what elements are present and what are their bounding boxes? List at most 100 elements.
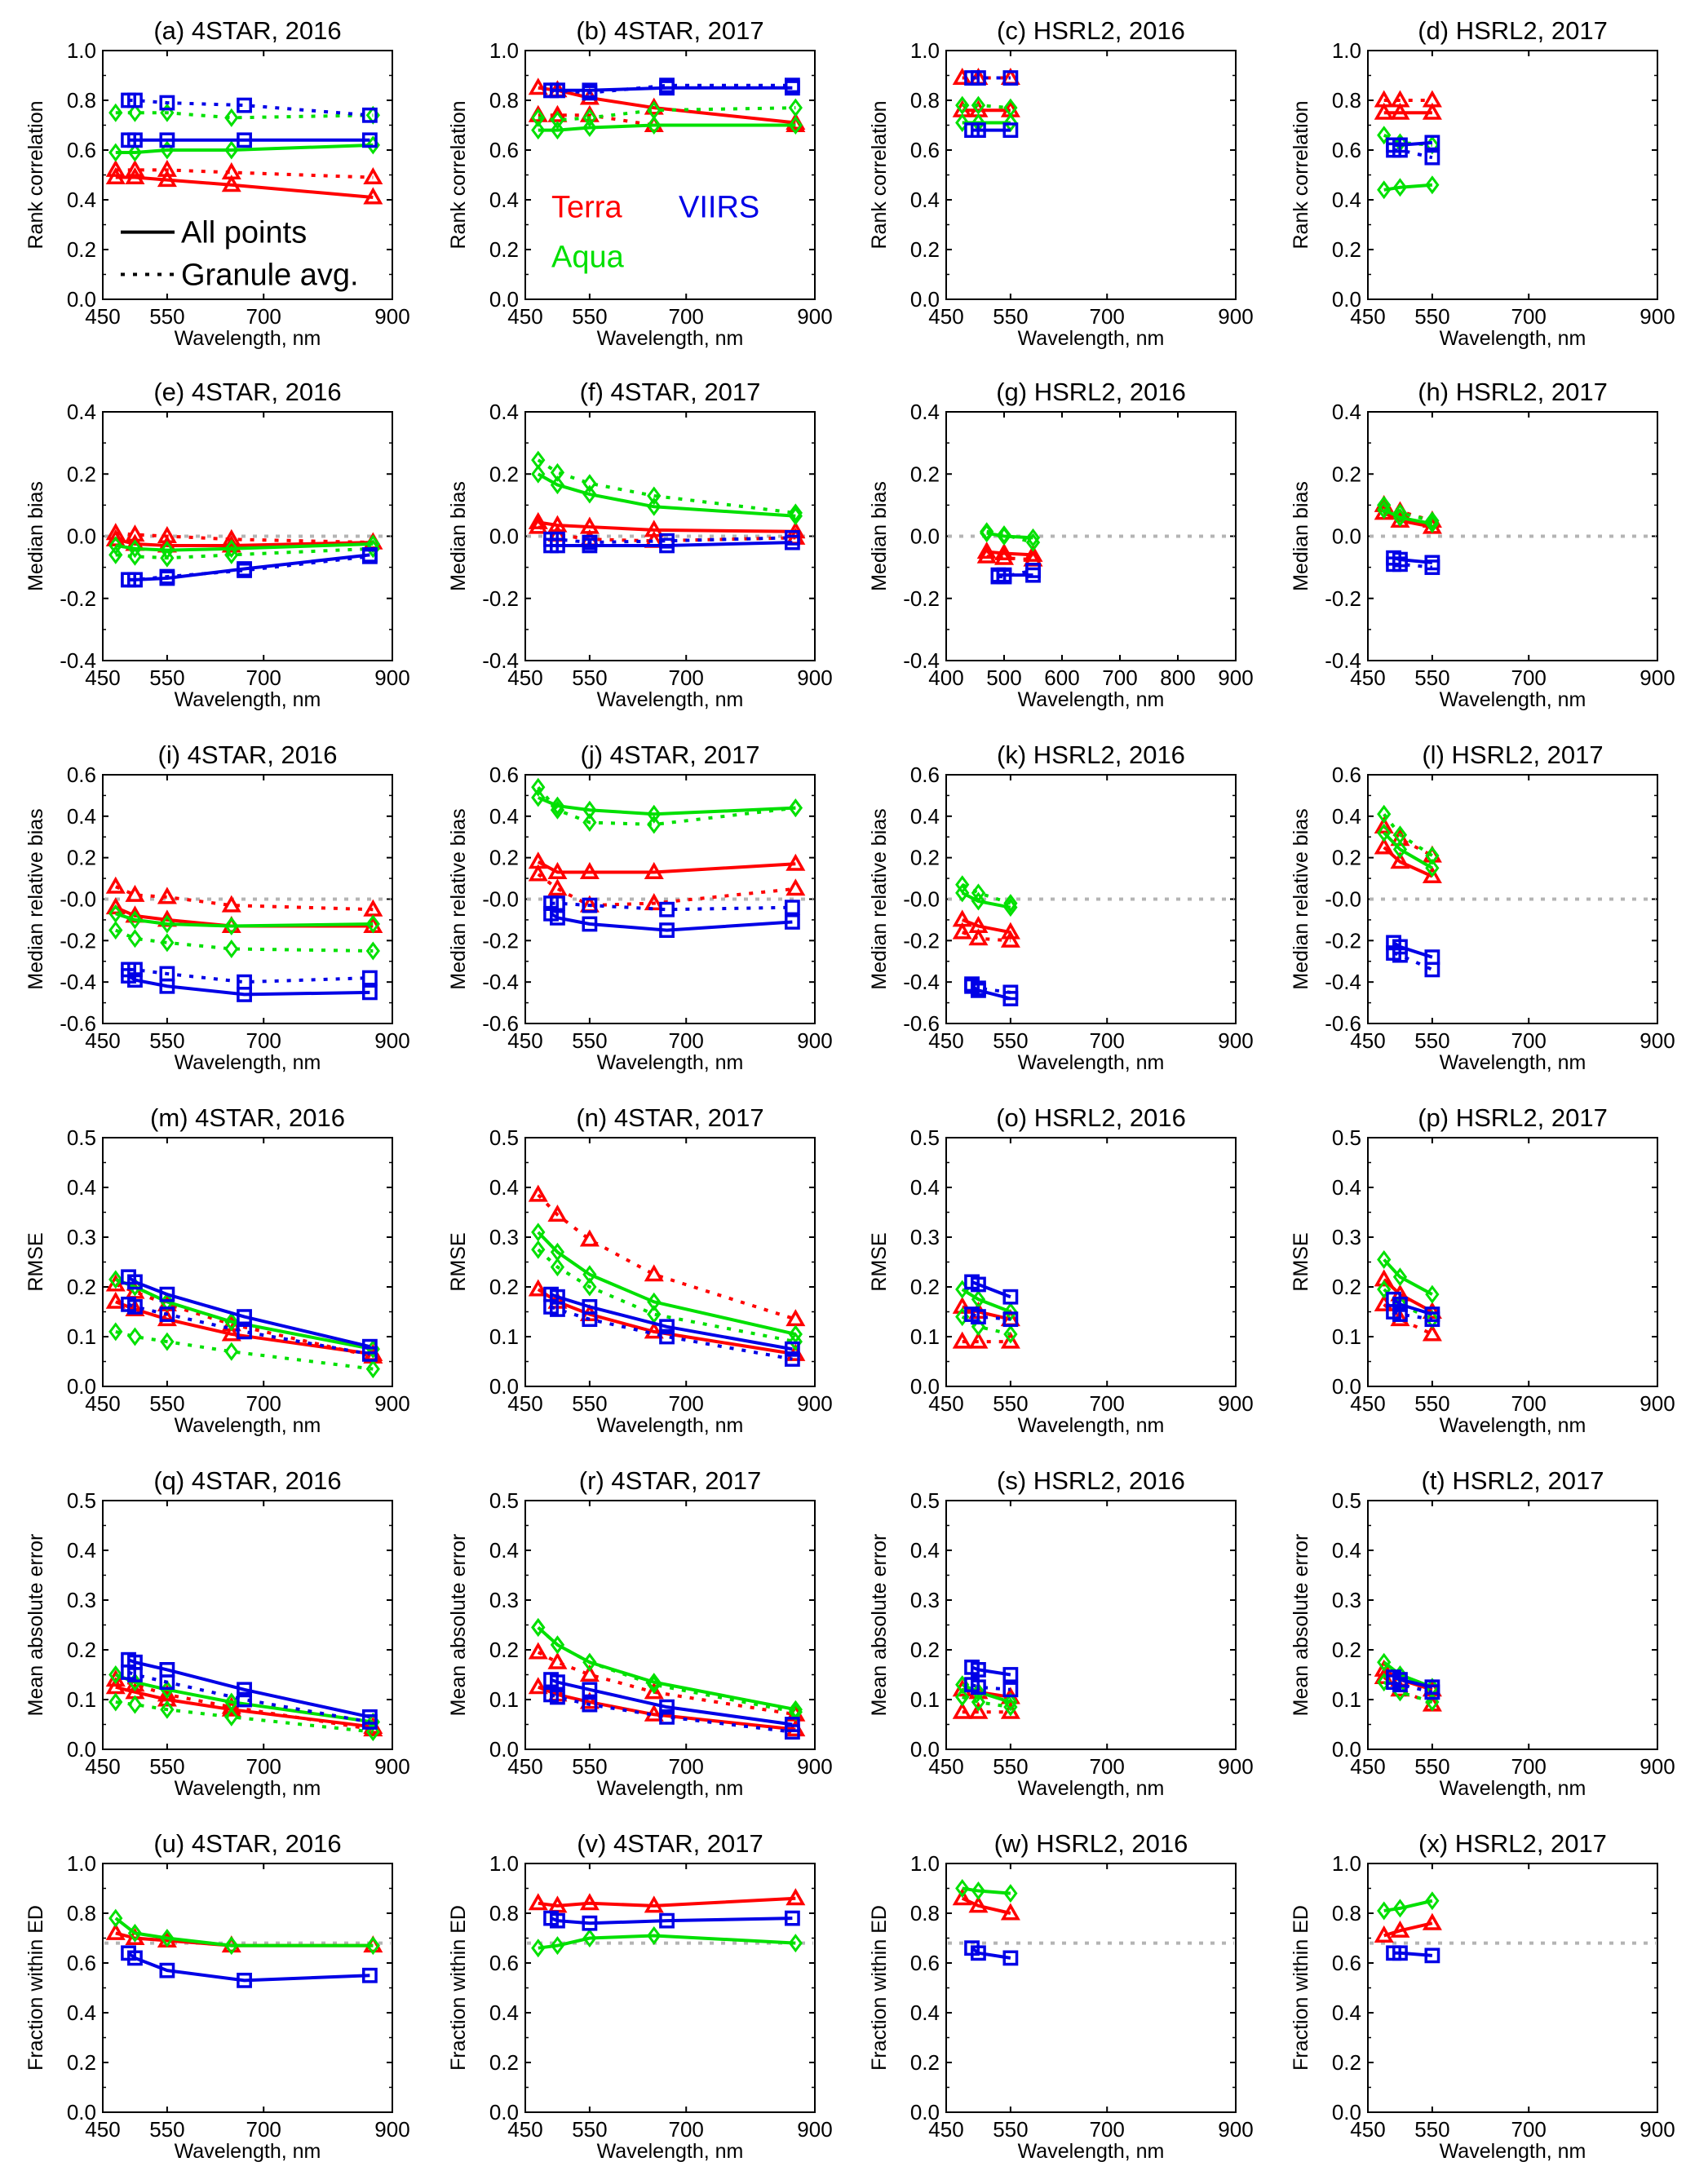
- data-point-diamond: [127, 539, 143, 559]
- y-tick-label: 0.2: [1332, 237, 1361, 262]
- series-viirs-solid: [121, 1945, 378, 1988]
- x-tick-label: 550: [572, 665, 607, 690]
- series-terra-dotted: [952, 1331, 1020, 1349]
- data-point-diamond: [1003, 894, 1018, 913]
- y-tick-label: 0.4: [67, 1538, 96, 1563]
- panel-title: (h) HSRL2, 2017: [1418, 378, 1608, 406]
- data-point-diamond: [127, 143, 143, 162]
- data-point-square: [159, 1674, 175, 1691]
- y-tick-label: 0.2: [489, 462, 519, 486]
- data-point-triangle: [221, 161, 241, 179]
- data-point-square: [361, 548, 378, 564]
- data-point-triangle: [105, 897, 126, 915]
- series-line: [550, 1305, 793, 1361]
- legend-label-viirs: VIIRS: [679, 190, 759, 224]
- x-tick-label: 900: [1218, 1028, 1253, 1053]
- series-terra-dotted: [528, 1184, 806, 1327]
- data-point-triangle: [528, 1893, 548, 1911]
- data-point-diamond: [1377, 823, 1392, 842]
- plot-frame: [1367, 1500, 1658, 1750]
- x-tick-label: 700: [669, 1754, 704, 1779]
- x-tick-label: 700: [246, 2117, 281, 2142]
- data-point-triangle: [363, 187, 383, 205]
- plot-frame: [1367, 774, 1658, 1024]
- y-tick-label: 0.6: [489, 763, 519, 787]
- y-tick-label: 0.2: [910, 462, 940, 486]
- panel-title: (s) HSRL2, 2016: [997, 1466, 1185, 1495]
- data-point-triangle: [1422, 1324, 1442, 1342]
- data-point-square: [1392, 947, 1408, 963]
- data-point-triangle: [644, 1264, 664, 1282]
- x-axis-label: Wavelength, nm: [1440, 1414, 1586, 1437]
- x-axis-label: Wavelength, nm: [597, 327, 744, 350]
- y-tick-label: -0.0: [903, 887, 940, 912]
- data-point-square: [237, 97, 252, 113]
- data-point-diamond: [582, 812, 597, 832]
- series-aqua-solid: [531, 1222, 803, 1344]
- panel-e: (e) 4STAR, 2016 450 550 700 900 -0.4 -0.2 0.0 0.…: [24, 378, 410, 711]
- y-tick-label: -0.4: [60, 648, 96, 673]
- y-tick-label: 0.4: [910, 804, 940, 829]
- series-viirs-dotted: [543, 530, 800, 550]
- data-point-diamond: [108, 1270, 123, 1289]
- data-point-square: [784, 1351, 800, 1367]
- series-aqua-dotted: [531, 777, 803, 834]
- data-point-diamond: [1392, 840, 1408, 859]
- series-line: [962, 1695, 1011, 1709]
- series-viirs-solid: [1386, 1945, 1440, 1964]
- series-line: [537, 1651, 796, 1717]
- data-point-square: [550, 1912, 565, 1929]
- y-tick-label: 0.0: [910, 1374, 940, 1399]
- y-tick-label: 0.6: [489, 138, 519, 162]
- data-point-triangle: [1374, 1269, 1394, 1287]
- data-point-diamond: [531, 121, 546, 140]
- series-line: [538, 113, 796, 127]
- x-tick-label: 450: [928, 304, 963, 329]
- y-tick-label: -0.4: [1325, 648, 1361, 673]
- x-tick-label: 700: [1090, 2117, 1125, 2142]
- y-tick-label: 0.1: [910, 1687, 940, 1712]
- series-terra-solid: [105, 1922, 383, 1953]
- data-point-triangle: [968, 1895, 989, 1913]
- series-viirs-solid: [964, 122, 1019, 138]
- plot-frame: [1367, 411, 1658, 661]
- data-point-diamond: [1003, 98, 1018, 117]
- series-terra-solid: [952, 1888, 1020, 1921]
- data-point-diamond: [647, 116, 662, 135]
- data-point-triangle: [1374, 816, 1394, 834]
- x-tick-label: 700: [1102, 665, 1137, 690]
- data-point-triangle: [528, 77, 548, 95]
- data-point-square: [659, 1912, 675, 1929]
- data-point-square: [582, 1915, 598, 1931]
- data-point-square: [1002, 70, 1019, 86]
- y-tick-label: 0.4: [489, 1538, 519, 1563]
- series-line: [1392, 1310, 1433, 1321]
- x-tick-label: 900: [374, 1028, 409, 1053]
- y-tick-label: 0.1: [489, 1687, 519, 1712]
- series-viirs-dotted: [121, 92, 378, 123]
- data-point-diamond: [531, 450, 546, 470]
- series-line: [550, 1917, 793, 1925]
- panel-i: (i) 4STAR, 2016 450 550 700 900 -0.6 -0.4 -0.2 -…: [24, 741, 410, 1074]
- panel-x: (x) HSRL2, 2017 450 550 700 900 0.0 0.2 0.4 0.6 0…: [1290, 1829, 1675, 2163]
- series-line: [537, 1193, 796, 1321]
- panel-title: (v) 4STAR, 2017: [577, 1829, 763, 1858]
- series-viirs-dotted: [1386, 556, 1440, 576]
- data-point-triangle: [528, 1184, 548, 1202]
- data-point-square: [1424, 1947, 1440, 1964]
- data-point-diamond: [1003, 1884, 1018, 1903]
- y-tick-label: -0.6: [60, 1011, 96, 1036]
- y-tick-label: 0.0: [1332, 2100, 1361, 2124]
- y-tick-label: 0.2: [1332, 2050, 1361, 2075]
- data-point-square: [1424, 135, 1440, 151]
- y-tick-label: 0.4: [67, 188, 96, 212]
- y-tick-label: 0.4: [910, 2001, 940, 2025]
- y-tick-label: 0.6: [67, 138, 96, 162]
- x-tick-label: 900: [374, 1754, 409, 1779]
- data-point-diamond: [108, 545, 123, 564]
- data-point-diamond: [582, 1265, 597, 1284]
- y-tick-label: 0.2: [67, 462, 96, 486]
- y-tick-label: 0.4: [67, 2001, 96, 2025]
- data-point-square: [159, 1286, 175, 1302]
- data-point-diamond: [550, 796, 565, 816]
